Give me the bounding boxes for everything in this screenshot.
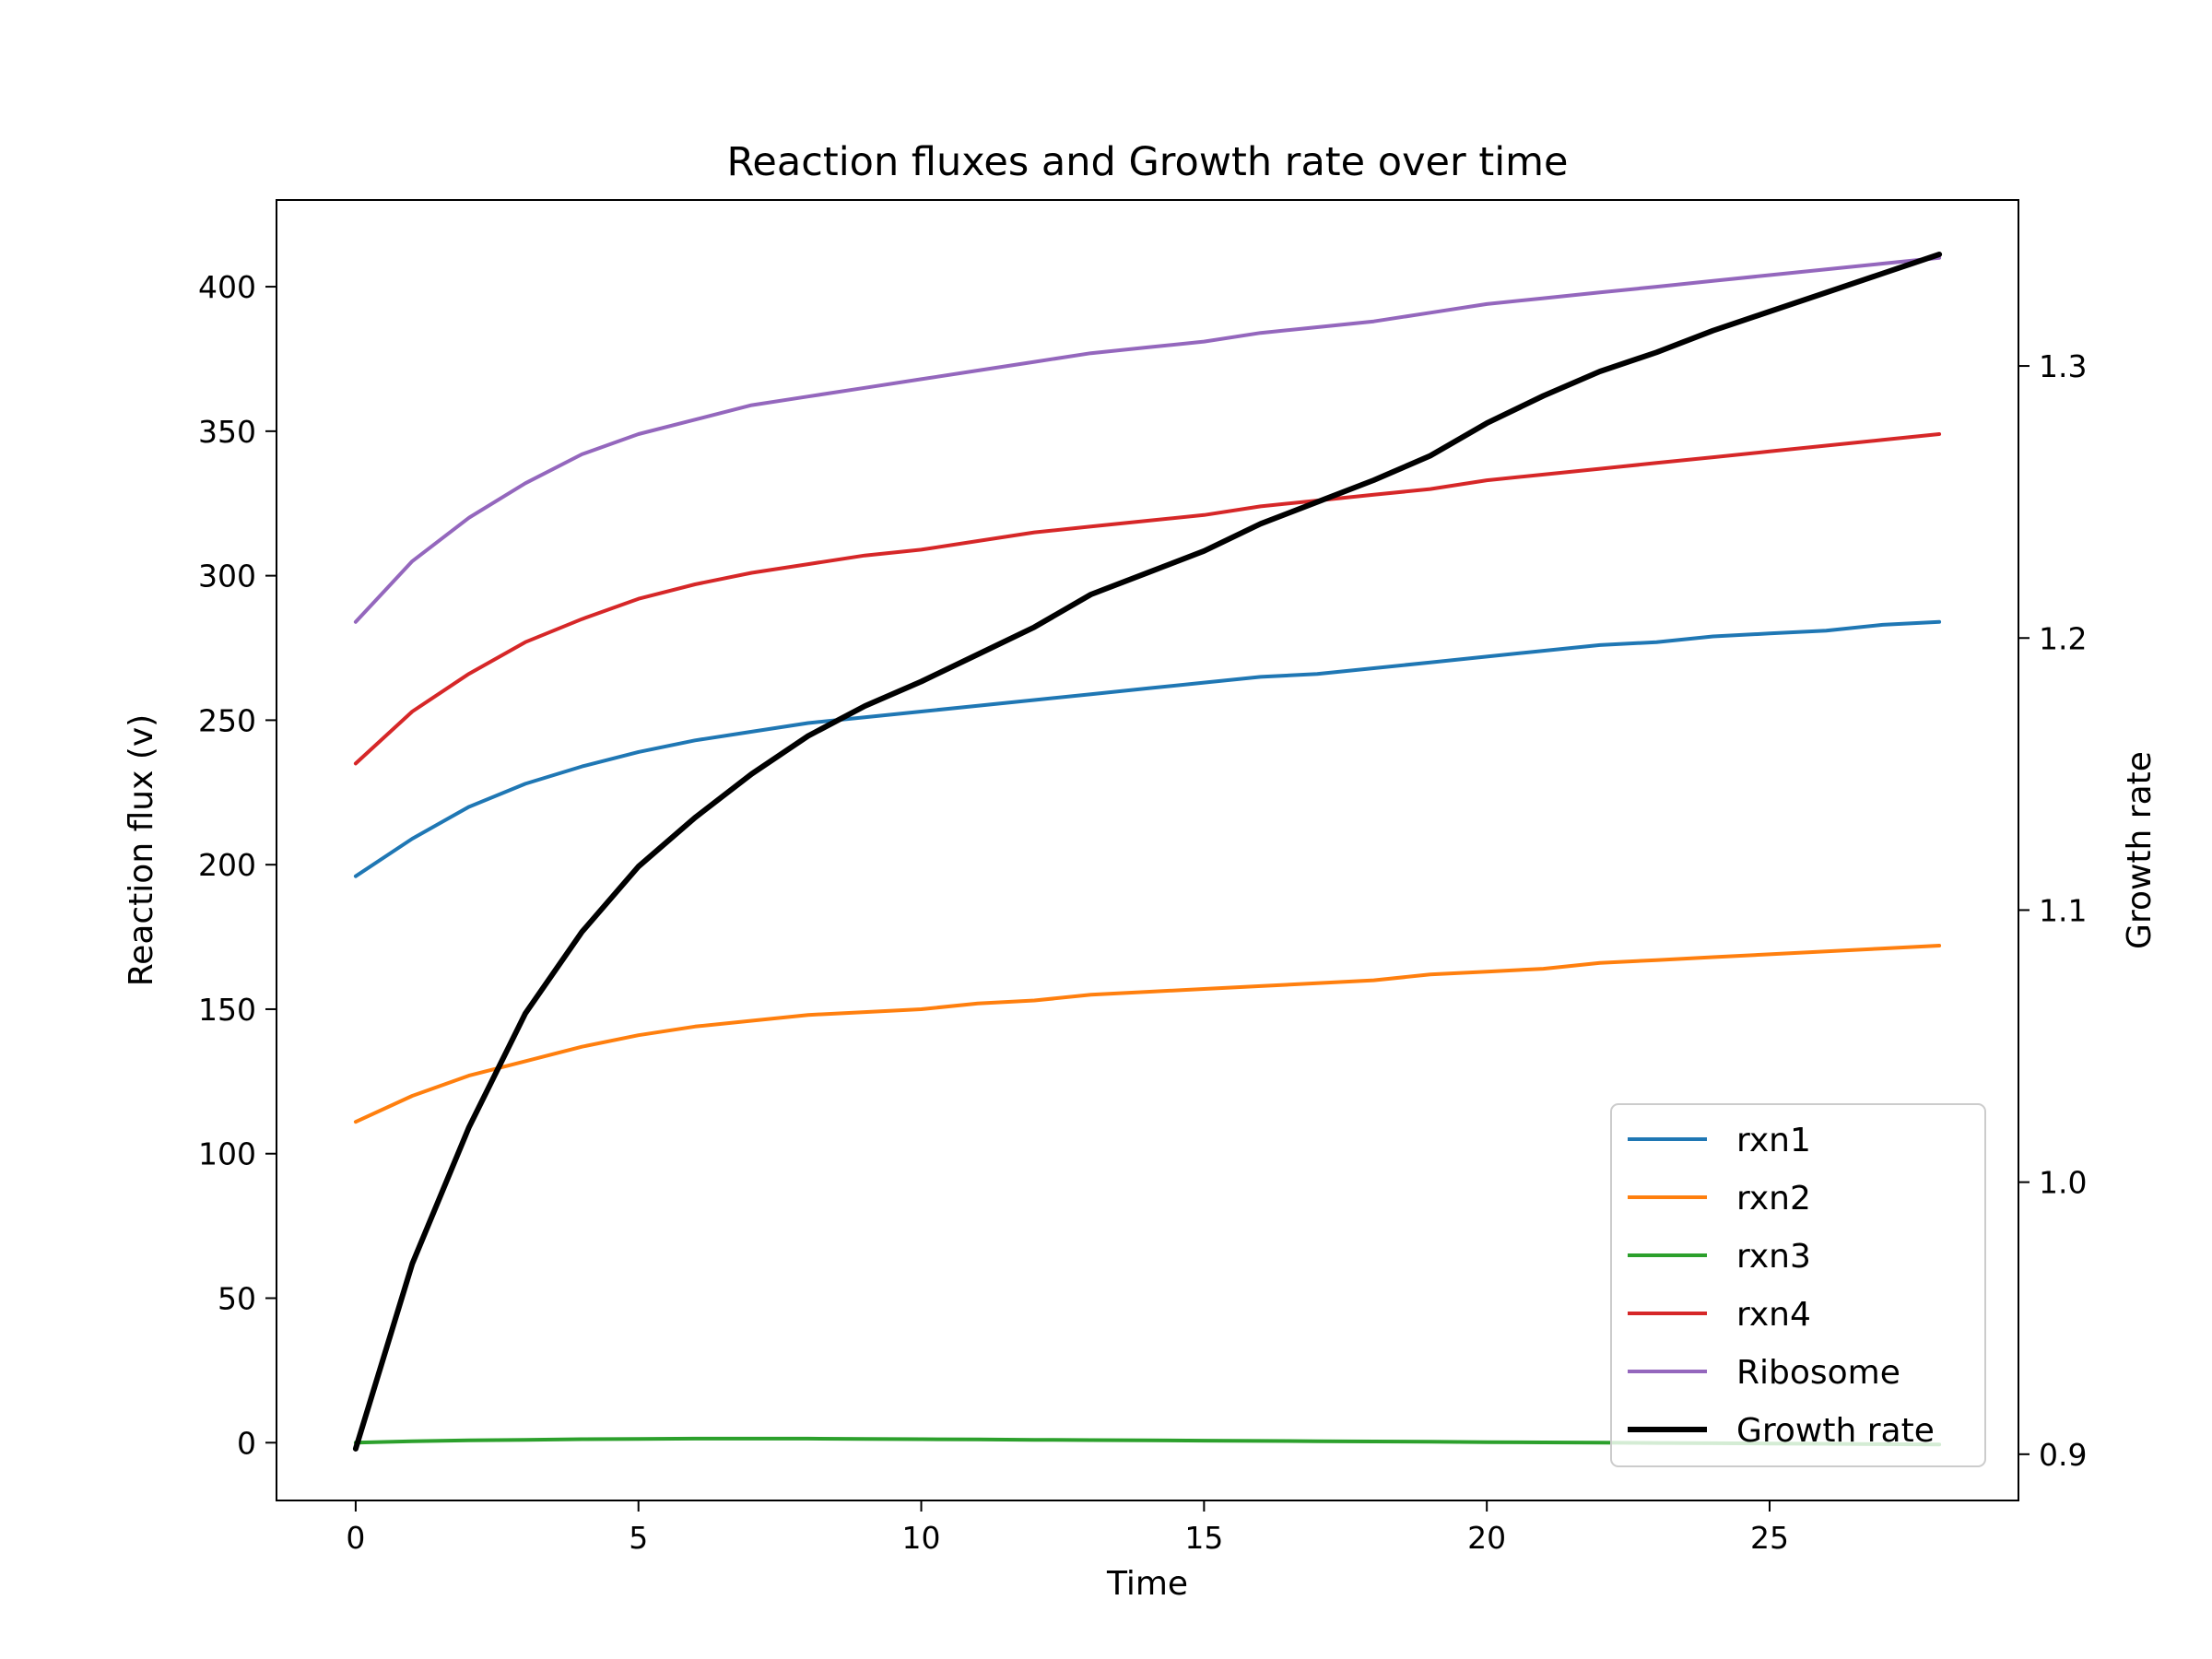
- y-axis-left: 0 50 100 150 200 250 300 350 400: [198, 269, 276, 1461]
- y-tick-label: 0: [237, 1425, 256, 1461]
- series-line-ribosome: [353, 255, 1942, 624]
- y-axis-label: Reaction flux (v): [123, 714, 160, 986]
- y-tick-label: 350: [198, 414, 256, 450]
- series-layer: [352, 252, 1943, 1452]
- series-line-rxn2: [353, 944, 1942, 1124]
- legend-label: rxn4: [1736, 1296, 1811, 1334]
- series-line-growth-rate: [352, 252, 1943, 1452]
- y-axis-right: 0.9 1.0 1.1 1.2 1.3: [2018, 348, 2087, 1473]
- y2-axis-label: Growth rate: [2121, 751, 2159, 949]
- x-tick-label: 20: [1467, 1520, 1506, 1556]
- legend-label: rxn3: [1736, 1238, 1811, 1276]
- y2-tick-label: 1.2: [2039, 620, 2087, 656]
- x-tick-label: 15: [1184, 1520, 1223, 1556]
- chart-title: Reaction fluxes and Growth rate over tim…: [726, 139, 1568, 185]
- y2-tick-label: 1.1: [2039, 892, 2087, 928]
- y-tick-label: 200: [198, 847, 256, 883]
- legend-label: rxn2: [1736, 1180, 1811, 1218]
- legend-box: [1610, 1103, 1986, 1467]
- series-line-rxn4: [353, 432, 1942, 766]
- legend-label: Growth rate: [1736, 1412, 1935, 1450]
- y2-tick-label: 0.9: [2039, 1437, 2087, 1473]
- y-tick-label: 100: [198, 1136, 256, 1172]
- series-line-rxn1: [353, 619, 1942, 878]
- plot-frame: [276, 199, 2019, 1501]
- y2-tick-label: 1.0: [2039, 1165, 2087, 1201]
- y-tick-label: 400: [198, 269, 256, 305]
- x-tick-label: 10: [902, 1520, 941, 1556]
- legend-label: Ribosome: [1736, 1354, 1900, 1392]
- x-tick-label: 0: [346, 1520, 365, 1556]
- y-tick-label: 50: [218, 1281, 256, 1317]
- y-tick-label: 150: [198, 992, 256, 1028]
- legend: rxn1 rxn2 rxn3 rxn4 Ribosome Growth rate: [1610, 1103, 1986, 1467]
- y-tick-label: 300: [198, 559, 256, 594]
- x-tick-label: 25: [1750, 1520, 1789, 1556]
- x-axis-label: Time: [1106, 1565, 1188, 1603]
- y-tick-label: 250: [198, 702, 256, 738]
- x-axis: 0 5 10 15 20 25: [346, 1500, 1789, 1556]
- x-tick-label: 5: [629, 1520, 648, 1556]
- y2-tick-label: 1.3: [2039, 348, 2087, 384]
- legend-label: rxn1: [1736, 1122, 1811, 1159]
